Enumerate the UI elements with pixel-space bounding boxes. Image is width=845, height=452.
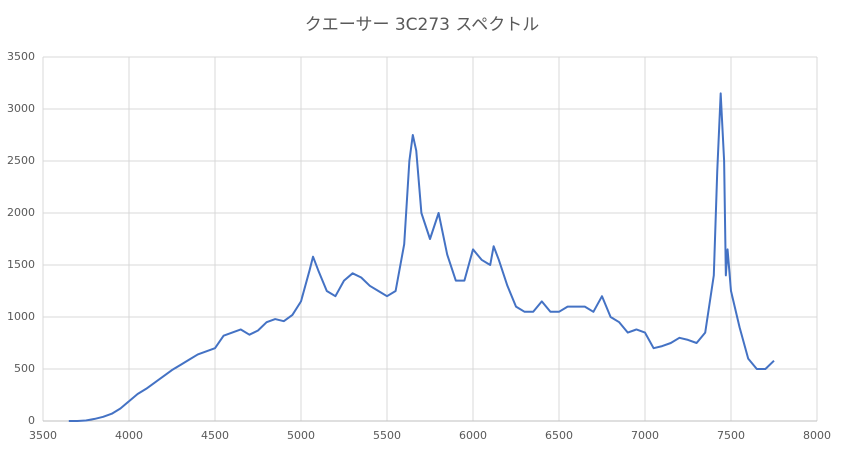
x-tick-label: 3500	[29, 429, 57, 442]
y-tick-label: 2500	[7, 154, 35, 167]
series-line	[68, 92, 775, 422]
chart-title: クエーサー 3C273 スペクトル	[305, 15, 539, 35]
y-tick-label: 1000	[7, 310, 35, 323]
x-tick-label: 5000	[287, 429, 315, 442]
x-tick-label: 6500	[545, 429, 573, 442]
x-tick-label: 8000	[803, 429, 831, 442]
y-tick-label: 3000	[7, 102, 35, 115]
x-tick-label: 7500	[717, 429, 745, 442]
x-tick-label: 7000	[631, 429, 659, 442]
y-tick-label: 3500	[7, 50, 35, 63]
x-tick-label: 6000	[459, 429, 487, 442]
y-tick-label: 0	[28, 414, 35, 427]
x-tick-label: 4500	[201, 429, 229, 442]
y-tick-label: 2000	[7, 206, 35, 219]
x-tick-label: 4000	[115, 429, 143, 442]
y-tick-label: 1500	[7, 258, 35, 271]
y-tick-label: 500	[14, 362, 35, 375]
x-tick-label: 5500	[373, 429, 401, 442]
